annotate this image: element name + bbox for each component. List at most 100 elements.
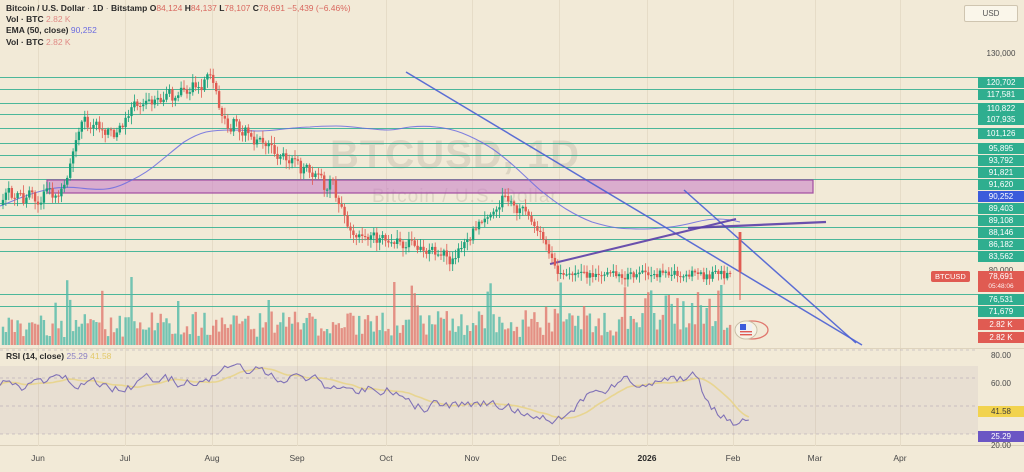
legend-volume-row-2[interactable]: Vol · BTC 2.82 K [6,37,351,48]
candlestick-series [1,68,742,345]
time-axis-label: Jul [119,453,131,463]
support-line [0,227,978,228]
price-axis-label: 120,702 [978,77,1024,88]
legend-separator-2: · [105,3,109,13]
time-axis-label: Sep [289,453,305,463]
price-axis-label: 95,895 [978,143,1024,154]
legend-ema-row[interactable]: EMA (50, close) 90,252 [6,25,351,36]
support-line [0,143,978,144]
purple-resistance-line[interactable] [687,220,827,230]
time-axis-label: Feb [725,453,741,463]
vgrid [733,0,734,446]
price-axis[interactable]: 130,000 120,702 117,581 110,822 107,935 101,… [978,0,1024,450]
time-axis-label: Aug [204,453,220,463]
close-value: 78,691 [258,3,285,13]
currency-toggle-button[interactable]: USD [964,5,1018,22]
ema-label: EMA (50, close) [6,25,69,36]
support-line [0,306,978,307]
rsi-legend: RSI (14, close) 25.29 41.58 [6,351,111,362]
price-axis-label: 93,792 [978,155,1024,166]
price-axis-label: 107,935 [978,114,1024,125]
current-price-value: 78,691 [988,272,1014,281]
price-axis-label: 110,822 [978,103,1024,114]
volume-value-2: 2.82 K [46,36,71,47]
rsi-axis-label: 80.00 [990,351,1012,360]
support-line [0,251,978,252]
time-axis-label: Mar [807,453,823,463]
support-line [0,103,978,104]
bar-countdown: 05:48:06 [988,283,1014,290]
volume-value: 2.82 K [46,14,71,25]
time-axis-label: Oct [379,453,393,463]
legend-separator: · [87,3,91,13]
support-line [0,77,978,78]
volume-label: Vol · BTC [6,14,44,25]
panel-separator [0,348,1024,349]
rsi-legend-title: RSI (14, close) [6,351,65,361]
vgrid [647,0,648,446]
price-axis-label: 91,821 [978,167,1024,178]
support-line [0,155,978,156]
price-axis-label: 91,620 [978,179,1024,190]
high-value: 84,137 [190,3,217,13]
ticker-tag: BTCUSD [931,271,970,282]
vgrid [212,0,213,446]
price-axis-label: 2.82 K [978,319,1024,330]
legend-volume-row[interactable]: Vol · BTC 2.82 K [6,14,351,25]
chart-overlays [0,71,863,346]
price-axis-label: 76,531 [978,294,1024,305]
support-line [0,128,978,129]
rsi-axis-label: 60.00 [990,379,1012,388]
ema-value: 90,252 [70,25,97,36]
vgrid [38,0,39,446]
price-axis-label: 2.82 K [978,332,1024,343]
price-axis-label: 89,108 [978,215,1024,226]
rsi-legend-ma-value: 41.58 [90,351,112,361]
support-line [0,167,978,168]
price-axis-label: 101,126 [978,128,1024,139]
time-axis-label: Apr [893,453,907,463]
price-axis-label: 83,562 [978,251,1024,262]
low-label: L [219,3,225,13]
symbol-name[interactable]: Bitcoin / U.S. Dollar [6,3,85,13]
time-axis-label: Jun [31,453,45,463]
time-axis-label: 2026 [637,453,657,463]
price-axis-label: 86,182 [978,239,1024,250]
rsi-series [0,349,978,435]
open-label: O [149,3,157,13]
open-value: 84,124 [156,3,183,13]
rsi-axis-label: 41.58 [978,406,1024,417]
descending-trendline[interactable] [405,71,863,346]
exchange-label[interactable]: Bitstamp [110,3,148,13]
time-axis-label: Dec [551,453,567,463]
price-axis-label: 90,252 [978,191,1024,202]
support-line [0,114,978,115]
support-line [0,203,978,204]
low-value: 78,107 [224,3,251,13]
vgrid [386,0,387,446]
vgrid [297,0,298,446]
time-axis-label: Nov [464,453,480,463]
price-label-top: 130,000 [986,49,1016,58]
interval-label[interactable]: 1D [92,3,104,13]
support-line [0,89,978,90]
current-price-label: 78,691 05:48:06 [978,271,1024,292]
rsi-legend-value: 25.29 [66,351,88,361]
support-line [0,239,978,240]
legend-main-row[interactable]: Bitcoin / U.S. Dollar · 1D · Bitstamp O8… [6,3,351,14]
price-axis-label: 88,146 [978,227,1024,238]
price-axis-label: 117,581 [978,89,1024,100]
close-label: C [252,3,259,13]
time-axis[interactable]: Jun Jul Aug Sep Oct Nov Dec 2026 Feb Mar Apr [0,445,1024,472]
rsi-axis-label: 25.29 [978,431,1024,442]
support-line [0,215,978,216]
rsi-axis-label: 20.00 [990,441,1012,450]
descending-trendline-2[interactable] [683,189,857,344]
flag-marker-icon[interactable] [734,320,769,340]
vgrid [125,0,126,446]
price-axis-label: 89,403 [978,203,1024,214]
price-axis-label: 71,679 [978,306,1024,317]
chart-legend: Bitcoin / U.S. Dollar · 1D · Bitstamp O8… [6,3,351,48]
vgrid [900,0,901,446]
